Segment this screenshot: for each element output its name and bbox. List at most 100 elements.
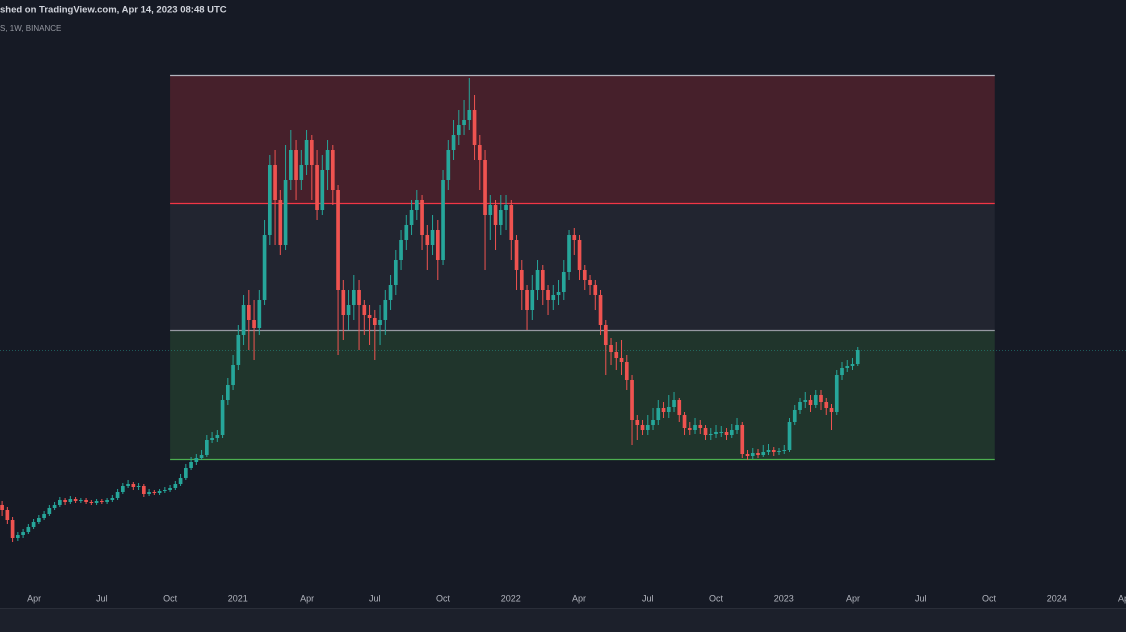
- candle-body: [336, 190, 340, 290]
- candle-body: [173, 484, 178, 488]
- candle-body: [824, 402, 829, 408]
- x-tick-label: Jul: [96, 593, 108, 603]
- candle-body: [640, 425, 645, 430]
- candle-body: [787, 422, 792, 450]
- candle-body: [320, 170, 325, 210]
- candle-body: [687, 428, 692, 430]
- candle-body: [666, 407, 671, 412]
- candle-body: [829, 408, 834, 412]
- candle-body: [42, 514, 46, 518]
- x-tick-label: Oct: [709, 593, 724, 603]
- candle-body: [241, 305, 246, 335]
- x-tick-label: Oct: [163, 593, 178, 603]
- candle-body: [105, 500, 109, 502]
- x-axis: Apr Jul Oct 2021 Apr Jul Oct 2022 Apr Jul Oct 2023 A…: [27, 593, 1126, 603]
- candle-body: [383, 300, 388, 320]
- candle-body: [262, 235, 267, 300]
- candle-body: [609, 345, 613, 352]
- candle-body: [456, 125, 461, 135]
- candle-body: [756, 453, 760, 455]
- candle-body: [388, 285, 393, 300]
- candle-body: [451, 135, 456, 150]
- candle-body: [330, 150, 335, 190]
- candle-body: [157, 491, 162, 493]
- candle-body: [693, 425, 697, 430]
- candle-body: [509, 205, 514, 240]
- candle-body: [194, 458, 199, 462]
- candle-body: [493, 205, 498, 225]
- candle-body: [5, 510, 10, 520]
- candle-body: [257, 300, 262, 328]
- candle-body: [719, 432, 724, 433]
- x-tick-label: 2021: [228, 593, 248, 603]
- candle-body: [535, 270, 540, 290]
- candle-body: [672, 400, 676, 407]
- candle-body: [10, 520, 15, 538]
- candle-body: [498, 210, 503, 225]
- candle-body: [215, 435, 220, 438]
- candle-body: [588, 280, 592, 285]
- candles: [0, 78, 860, 542]
- candle-body: [530, 290, 535, 310]
- candle-body: [504, 205, 508, 210]
- candle-body: [325, 150, 330, 170]
- candle-body: [21, 532, 25, 535]
- candle-body: [761, 452, 766, 455]
- candle-body: [446, 150, 451, 180]
- candle-body: [220, 400, 225, 435]
- candle-body: [346, 305, 351, 315]
- candle-body: [414, 200, 419, 210]
- candle-body: [477, 145, 482, 160]
- candle-body: [819, 395, 823, 402]
- candle-body: [315, 165, 319, 210]
- candle-body: [16, 535, 20, 538]
- candle-body: [178, 478, 183, 484]
- candle-body: [598, 295, 603, 325]
- candle-body: [556, 292, 561, 295]
- candle-body: [63, 500, 67, 502]
- candle-body: [147, 492, 151, 494]
- candle-body: [624, 362, 629, 380]
- candle-body: [435, 230, 440, 260]
- candle-body: [651, 420, 655, 425]
- candle-body: [152, 492, 157, 493]
- candle-body: [808, 400, 813, 405]
- candle-body: [267, 165, 272, 235]
- candle-body: [351, 290, 356, 305]
- candle-body: [472, 110, 477, 145]
- candle-body: [278, 200, 283, 245]
- zone: [170, 330, 995, 459]
- candle-body: [120, 486, 125, 492]
- candle-body: [0, 505, 4, 510]
- candle-body: [441, 180, 445, 260]
- candle-body: [341, 290, 346, 315]
- candle-body: [635, 420, 640, 425]
- candle-body: [26, 527, 31, 532]
- candle-body: [845, 366, 850, 368]
- candle-body: [73, 499, 78, 501]
- candle-body: [656, 408, 661, 420]
- x-tick-label: Apr: [300, 593, 314, 603]
- candle-body: [68, 499, 73, 502]
- x-tick-label: 2022: [501, 593, 521, 603]
- candle-body: [131, 484, 136, 487]
- candle-body: [141, 486, 146, 494]
- candle-body: [189, 462, 193, 468]
- candle-body: [283, 180, 288, 245]
- candle-body: [483, 160, 487, 215]
- candle-body: [246, 305, 251, 320]
- candle-body: [52, 505, 57, 508]
- candle-body: [273, 165, 277, 200]
- candle-body: [357, 290, 361, 305]
- candle-body: [430, 230, 435, 245]
- candle-body: [367, 315, 372, 318]
- x-tick-label: Jul: [369, 593, 381, 603]
- x-tick-label: Apr: [1118, 593, 1126, 603]
- candle-body: [703, 428, 708, 435]
- candle-body: [378, 320, 382, 325]
- x-tick-label: Oct: [982, 593, 997, 603]
- candle-body: [519, 270, 524, 290]
- candle-body: [37, 518, 41, 522]
- chart-subtitle: S, 1W, BINANCE: [0, 24, 61, 33]
